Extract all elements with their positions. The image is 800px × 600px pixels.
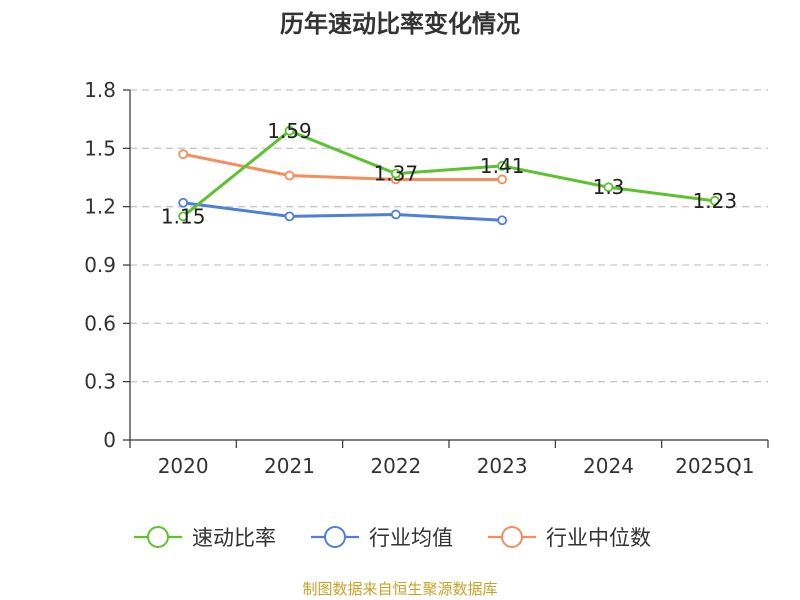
data-label: 1.15 bbox=[161, 204, 206, 228]
source-note: 制图数据来自恒生聚源数据库 bbox=[302, 580, 497, 598]
x-tick-label: 2022 bbox=[370, 454, 421, 478]
y-tick-label: 1.2 bbox=[84, 195, 116, 219]
series-line bbox=[181, 152, 504, 181]
data-point bbox=[390, 209, 401, 220]
data-label: 1.41 bbox=[480, 154, 525, 178]
axes: 0 0.3 0.6 0.9 1.2 1.5 1.8 2020 2021 2022 2023 2024 2… bbox=[84, 78, 769, 478]
x-tick-label: 2025Q1 bbox=[675, 454, 754, 478]
data-label: 1.59 bbox=[267, 119, 312, 143]
data-point bbox=[284, 125, 295, 136]
data-point bbox=[178, 197, 189, 208]
legend-label: 行业均值 bbox=[369, 526, 453, 550]
data-point bbox=[709, 195, 720, 206]
data-point bbox=[603, 182, 614, 193]
y-tick-label: 0.9 bbox=[84, 253, 116, 277]
y-tick-label: 0.6 bbox=[84, 311, 116, 335]
data-label: 1.23 bbox=[693, 189, 738, 213]
data-label: 1.3 bbox=[593, 175, 625, 199]
x-tick-label: 2023 bbox=[477, 454, 528, 478]
data-label: 1.37 bbox=[374, 162, 419, 186]
legend-item[interactable]: 速动比率 bbox=[134, 526, 276, 550]
y-tick-label: 0 bbox=[103, 428, 116, 452]
legend-label: 速动比率 bbox=[192, 526, 276, 550]
legend-marker bbox=[501, 526, 523, 548]
data-labels: 1.15 1.59 1.37 1.41 1.3 1.23 bbox=[161, 119, 737, 229]
y-tick-label: 0.3 bbox=[84, 370, 116, 394]
x-tick-label: 2024 bbox=[583, 454, 634, 478]
series-group bbox=[178, 125, 720, 226]
legend[interactable]: 速动比率 行业均值 行业中位数 bbox=[134, 526, 651, 550]
chart-title: 历年速动比率变化情况 bbox=[280, 10, 520, 38]
legend-label: 行业中位数 bbox=[546, 526, 651, 550]
legend-item[interactable]: 行业均值 bbox=[311, 526, 453, 550]
legend-marker bbox=[147, 526, 169, 548]
data-point bbox=[497, 215, 508, 226]
x-tick-label: 2021 bbox=[264, 454, 315, 478]
data-point bbox=[178, 211, 189, 222]
data-point bbox=[390, 168, 401, 179]
data-point bbox=[284, 211, 295, 222]
legend-item[interactable]: 行业中位数 bbox=[488, 526, 651, 550]
legend-marker bbox=[324, 526, 346, 548]
data-point bbox=[497, 160, 508, 171]
data-point bbox=[178, 149, 189, 160]
series-line bbox=[181, 129, 717, 218]
y-tick-label: 1.8 bbox=[84, 78, 116, 102]
x-tick-label: 2020 bbox=[158, 454, 209, 478]
data-point bbox=[497, 174, 508, 185]
y-tick-label: 1.5 bbox=[84, 136, 116, 160]
data-point bbox=[284, 170, 295, 181]
series-line bbox=[181, 201, 504, 222]
grid-lines bbox=[130, 89, 768, 383]
